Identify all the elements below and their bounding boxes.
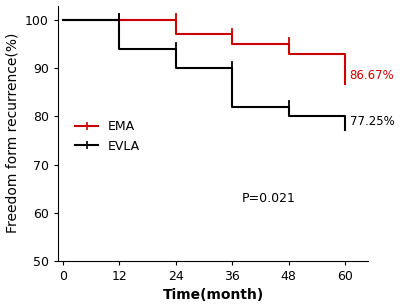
X-axis label: Time(month): Time(month) bbox=[163, 289, 264, 302]
Text: 77.25%: 77.25% bbox=[350, 115, 394, 128]
Legend: EMA, EVLA: EMA, EVLA bbox=[70, 115, 145, 158]
Text: P=0.021: P=0.021 bbox=[242, 192, 295, 205]
Y-axis label: Freedom form recurrence(%): Freedom form recurrence(%) bbox=[6, 33, 20, 233]
Text: 86.67%: 86.67% bbox=[350, 69, 394, 82]
